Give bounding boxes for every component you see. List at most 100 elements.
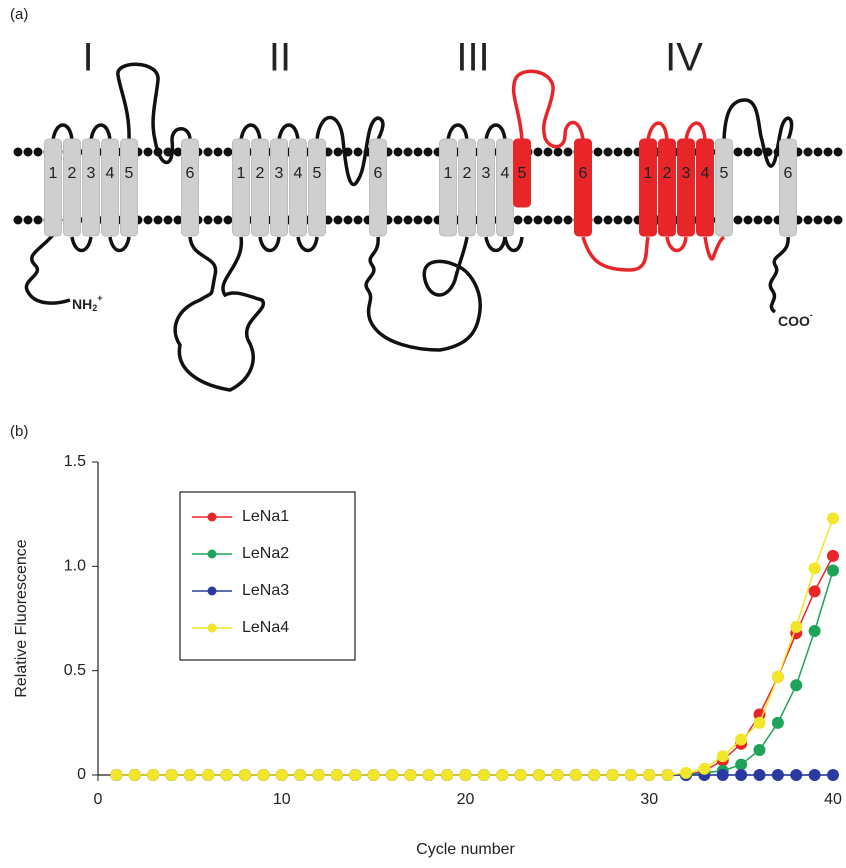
data-point bbox=[680, 766, 692, 779]
helix-number: 2 bbox=[256, 165, 265, 182]
data-point bbox=[147, 769, 160, 781]
c-terminus-sup: - bbox=[810, 310, 813, 320]
helix-number: 1 bbox=[49, 165, 58, 182]
data-point bbox=[698, 762, 711, 775]
data-point bbox=[441, 769, 454, 781]
data-point bbox=[220, 769, 233, 781]
loop bbox=[646, 121, 707, 253]
helix-number: 6 bbox=[374, 165, 383, 182]
y-axis-label: Relative Fluorescence bbox=[13, 539, 30, 697]
data-point bbox=[771, 769, 784, 781]
helix bbox=[120, 138, 138, 237]
data-point bbox=[735, 733, 748, 746]
helix bbox=[232, 138, 250, 237]
legend-dot bbox=[207, 623, 217, 633]
helix bbox=[574, 138, 592, 237]
helix-number: 4 bbox=[701, 165, 710, 182]
helix bbox=[496, 138, 514, 237]
data-point bbox=[753, 708, 766, 721]
helix-number: 1 bbox=[444, 165, 453, 182]
data-point bbox=[349, 769, 362, 781]
helix bbox=[779, 138, 797, 237]
loop bbox=[70, 236, 131, 253]
helix-number: 6 bbox=[579, 165, 588, 182]
data-point bbox=[624, 769, 637, 781]
x-tick-label: 10 bbox=[273, 791, 291, 808]
data-point bbox=[275, 769, 288, 781]
loop bbox=[51, 123, 112, 141]
loop bbox=[364, 236, 482, 352]
data-point bbox=[165, 769, 178, 781]
panel-label: (a) bbox=[10, 6, 28, 23]
data-point bbox=[128, 769, 141, 781]
data-point bbox=[477, 769, 490, 781]
data-point bbox=[771, 670, 784, 683]
data-point bbox=[606, 769, 619, 781]
helix bbox=[289, 138, 307, 237]
data-point bbox=[294, 769, 307, 781]
legend-label: LeNa2 bbox=[242, 545, 289, 562]
data-point bbox=[110, 769, 123, 781]
helix bbox=[639, 138, 657, 237]
helix bbox=[458, 138, 476, 237]
loop bbox=[703, 235, 726, 261]
helix bbox=[477, 138, 495, 237]
data-point bbox=[386, 769, 398, 781]
data-point bbox=[551, 769, 564, 781]
data-point bbox=[735, 758, 748, 771]
n-tail bbox=[24, 233, 71, 305]
loop bbox=[581, 236, 650, 272]
data-point bbox=[808, 625, 821, 638]
data-point bbox=[753, 716, 766, 729]
helix-number: 5 bbox=[720, 165, 729, 182]
helix-number: 5 bbox=[313, 165, 322, 182]
data-point bbox=[790, 679, 803, 692]
data-point bbox=[202, 769, 215, 781]
helix-number: 2 bbox=[68, 165, 77, 182]
data-point bbox=[827, 564, 839, 577]
helix bbox=[658, 138, 676, 237]
loop bbox=[315, 116, 385, 187]
n-terminus: NH2+ bbox=[72, 293, 103, 313]
n-terminus-base: NH bbox=[72, 296, 92, 312]
helix bbox=[270, 138, 288, 237]
domain-label: IV bbox=[665, 36, 703, 80]
data-point bbox=[827, 512, 839, 525]
loop bbox=[511, 69, 585, 149]
helix-number: 3 bbox=[482, 165, 491, 182]
x-tick-label: 20 bbox=[457, 791, 475, 808]
data-point bbox=[514, 769, 527, 781]
data-point bbox=[239, 769, 251, 781]
data-point bbox=[643, 769, 656, 781]
data-point bbox=[661, 769, 674, 781]
data-point bbox=[569, 769, 582, 781]
helix-number: 3 bbox=[682, 165, 691, 182]
data-point bbox=[827, 549, 839, 562]
red-loops bbox=[511, 69, 726, 272]
legend-label: LeNa3 bbox=[242, 582, 289, 599]
helix-number: 1 bbox=[644, 165, 653, 182]
helix-number: 5 bbox=[125, 165, 134, 182]
c-terminus-base: COO bbox=[778, 313, 810, 329]
domain-label: III bbox=[456, 36, 489, 80]
data-point bbox=[808, 769, 821, 781]
legend-dot bbox=[207, 512, 217, 522]
helix-number: 4 bbox=[106, 165, 115, 182]
loop bbox=[116, 62, 192, 164]
data-point bbox=[808, 562, 821, 575]
n-terminus-sup: + bbox=[97, 293, 102, 303]
helix bbox=[369, 138, 387, 237]
data-point bbox=[771, 716, 784, 729]
loop bbox=[722, 98, 794, 168]
domain-label: II bbox=[269, 36, 291, 80]
n-terminus-sub: 2 bbox=[92, 303, 97, 313]
loop bbox=[446, 123, 524, 253]
data-point bbox=[459, 769, 472, 781]
data-point bbox=[422, 769, 435, 781]
helix-number: 5 bbox=[518, 165, 527, 182]
loop bbox=[239, 123, 319, 253]
data-point bbox=[330, 769, 343, 781]
helix bbox=[101, 138, 119, 237]
data-point bbox=[588, 769, 601, 781]
